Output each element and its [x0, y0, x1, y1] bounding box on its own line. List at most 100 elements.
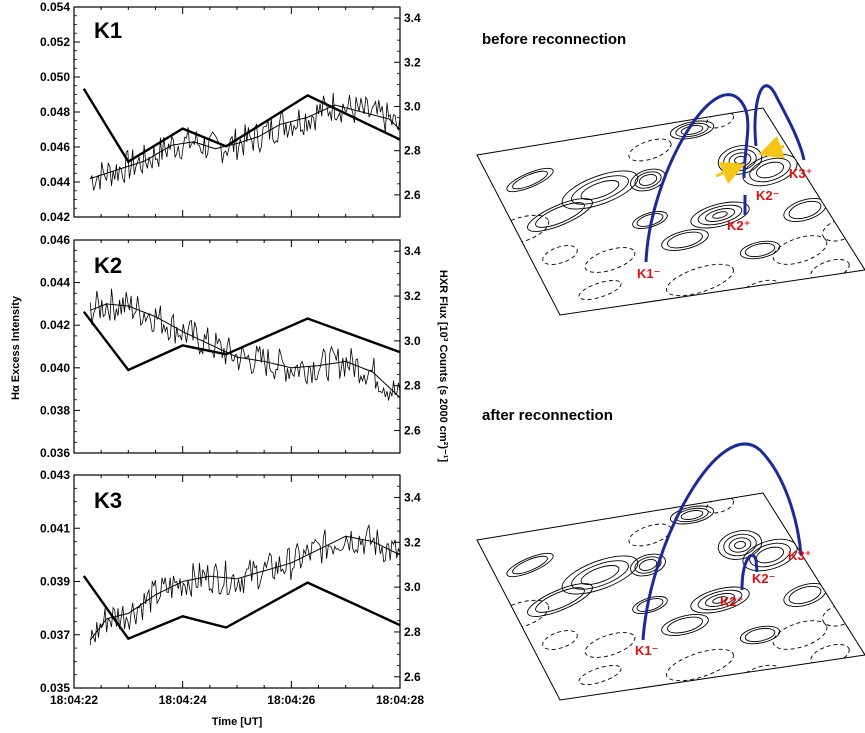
- contour-solid: [734, 540, 746, 550]
- right-axis-title: HXR Flux [10³ Counts (s 2000 cm²)⁻¹]: [437, 270, 449, 463]
- ytick-left-label: 0.046: [40, 140, 70, 154]
- contour-solid: [749, 542, 791, 568]
- ytick-left-label: 0.042: [40, 318, 70, 332]
- contour-solid: [669, 505, 715, 525]
- contour-dashed: [490, 214, 550, 246]
- ytick-right-label: 3.2: [404, 535, 421, 549]
- contour-solid: [739, 625, 781, 645]
- contour-solid: [580, 180, 620, 200]
- contour-solid: [527, 198, 593, 232]
- contour-dashed: [584, 632, 636, 658]
- xtick-label: 18:04:28: [376, 693, 424, 707]
- fp-k2plus-after: K2⁺: [720, 594, 743, 609]
- x-axis-title: Time [UT]: [212, 716, 263, 728]
- left-axis-title: Hα Excess Intensity: [10, 295, 22, 400]
- ytick-left-label: 0.040: [40, 361, 70, 375]
- before-title: before reconnection: [482, 31, 626, 48]
- ytick-right-label: 3.0: [404, 334, 421, 348]
- contour-solid: [788, 585, 822, 605]
- ytick-right-label: 2.8: [404, 625, 421, 639]
- ytick-left-label: 0.052: [40, 35, 70, 49]
- contour-solid: [669, 120, 715, 140]
- halpha-raw-line: [89, 92, 400, 191]
- contour-solid: [580, 565, 620, 585]
- contour-solid: [630, 553, 666, 577]
- contour-solid: [667, 231, 703, 249]
- panel-k1-series: [82, 88, 400, 191]
- ytick-left-label: 0.042: [40, 210, 70, 224]
- loop-k2-short: [740, 553, 759, 591]
- contour-solid: [535, 587, 585, 613]
- panel-k2-left-ticks: 0.036 0.038 0.040 0.042 0.044 0.046: [40, 233, 80, 460]
- ytick-right-label: 2.6: [404, 424, 421, 438]
- panel-k1-title: K1: [94, 18, 122, 43]
- contour-dashed: [666, 648, 734, 682]
- fp-k3-after: K3⁺: [788, 548, 811, 563]
- contour-dashed: [542, 245, 578, 265]
- ytick-right-label: 3.2: [404, 289, 421, 303]
- ytick-right-label: 3.0: [404, 99, 421, 113]
- panel-k3-series: [82, 523, 400, 645]
- loop-k2-k3: [753, 84, 806, 161]
- ytick-right-label: 3.4: [404, 11, 421, 25]
- contour-solid: [742, 538, 798, 572]
- halpha-raw-line: [89, 523, 400, 645]
- panel-k2-title: K2: [94, 253, 122, 278]
- ytick-left-label: 0.046: [40, 233, 70, 247]
- contour-solid: [704, 593, 736, 607]
- hxr-flux-line: [82, 88, 400, 164]
- panel-k3-title: K3: [94, 488, 122, 513]
- hxr-flux-line: [82, 575, 400, 641]
- loop-k1-k3: [641, 442, 803, 641]
- contour-solid: [712, 596, 728, 604]
- ytick-right-label: 3.2: [404, 55, 421, 69]
- ytick-left-label: 0.035: [40, 681, 70, 695]
- contour-solid: [749, 157, 791, 183]
- contour-solid: [661, 229, 709, 251]
- ytick-left-label: 0.037: [40, 628, 70, 642]
- fp-k2minus-after: K2⁻: [752, 571, 775, 586]
- contour-dashed: [542, 630, 578, 650]
- ytick-left-label: 0.036: [40, 446, 70, 460]
- contour-solid: [728, 537, 752, 553]
- contour-solid: [632, 211, 668, 229]
- fp-k3-before: K3⁺: [789, 166, 812, 181]
- xtick-label: 18:04:24: [159, 693, 207, 707]
- ytick-right-label: 3.4: [404, 490, 421, 504]
- contour-dashed: [666, 263, 734, 297]
- x-tick-labels: 18:04:22 18:04:24 18:04:26 18:04:28: [50, 693, 424, 707]
- ytick-right-label: 2.8: [404, 379, 421, 393]
- inflow-arrow-left: [715, 161, 746, 184]
- map-after: K1⁻ K2⁺ K2⁻ K3⁺: [476, 442, 865, 701]
- inflow-arrow-right: [758, 135, 785, 159]
- hxr-flux-line: [82, 310, 400, 372]
- contour-solid: [690, 586, 750, 614]
- panel-k2-right-ticks: 2.6 2.8 3.0 3.2 3.4: [394, 239, 421, 438]
- contour-dashed: [628, 138, 672, 162]
- ytick-left-label: 0.041: [40, 521, 70, 535]
- ytick-right-label: 3.0: [404, 580, 421, 594]
- panel-k3-x-ticks: [73, 475, 401, 688]
- contour-solid: [638, 559, 658, 571]
- fp-k2plus-before: K2⁺: [727, 218, 750, 233]
- panel-k2: K2 0.036 0.038 0.040 0.042 0.044 0.046 2.6 2.8…: [40, 233, 421, 460]
- ytick-left-label: 0.050: [40, 70, 70, 84]
- contour-solid: [661, 614, 709, 636]
- contour-solid: [512, 170, 548, 190]
- contour-solid: [723, 533, 757, 557]
- contour-solid: [680, 510, 704, 520]
- panel-k1-x-ticks: [73, 7, 401, 217]
- halpha-smooth-line: [90, 303, 400, 398]
- map-before-plane: [476, 107, 865, 316]
- contour-solid: [634, 171, 662, 189]
- contour-solid: [667, 616, 703, 634]
- panel-k3-frame: [73, 474, 401, 689]
- panel-k2-x-ticks: [73, 240, 401, 453]
- fp-k1-before: K1⁻: [637, 266, 660, 281]
- panel-k3-left-ticks: 0.035 0.037 0.039 0.041 0.043: [40, 468, 80, 695]
- panel-k2-frame: [73, 239, 401, 454]
- contour-solid: [788, 200, 822, 220]
- contour-solid: [527, 583, 593, 617]
- ytick-right-label: 3.4: [404, 244, 421, 258]
- ytick-left-label: 0.043: [40, 468, 70, 482]
